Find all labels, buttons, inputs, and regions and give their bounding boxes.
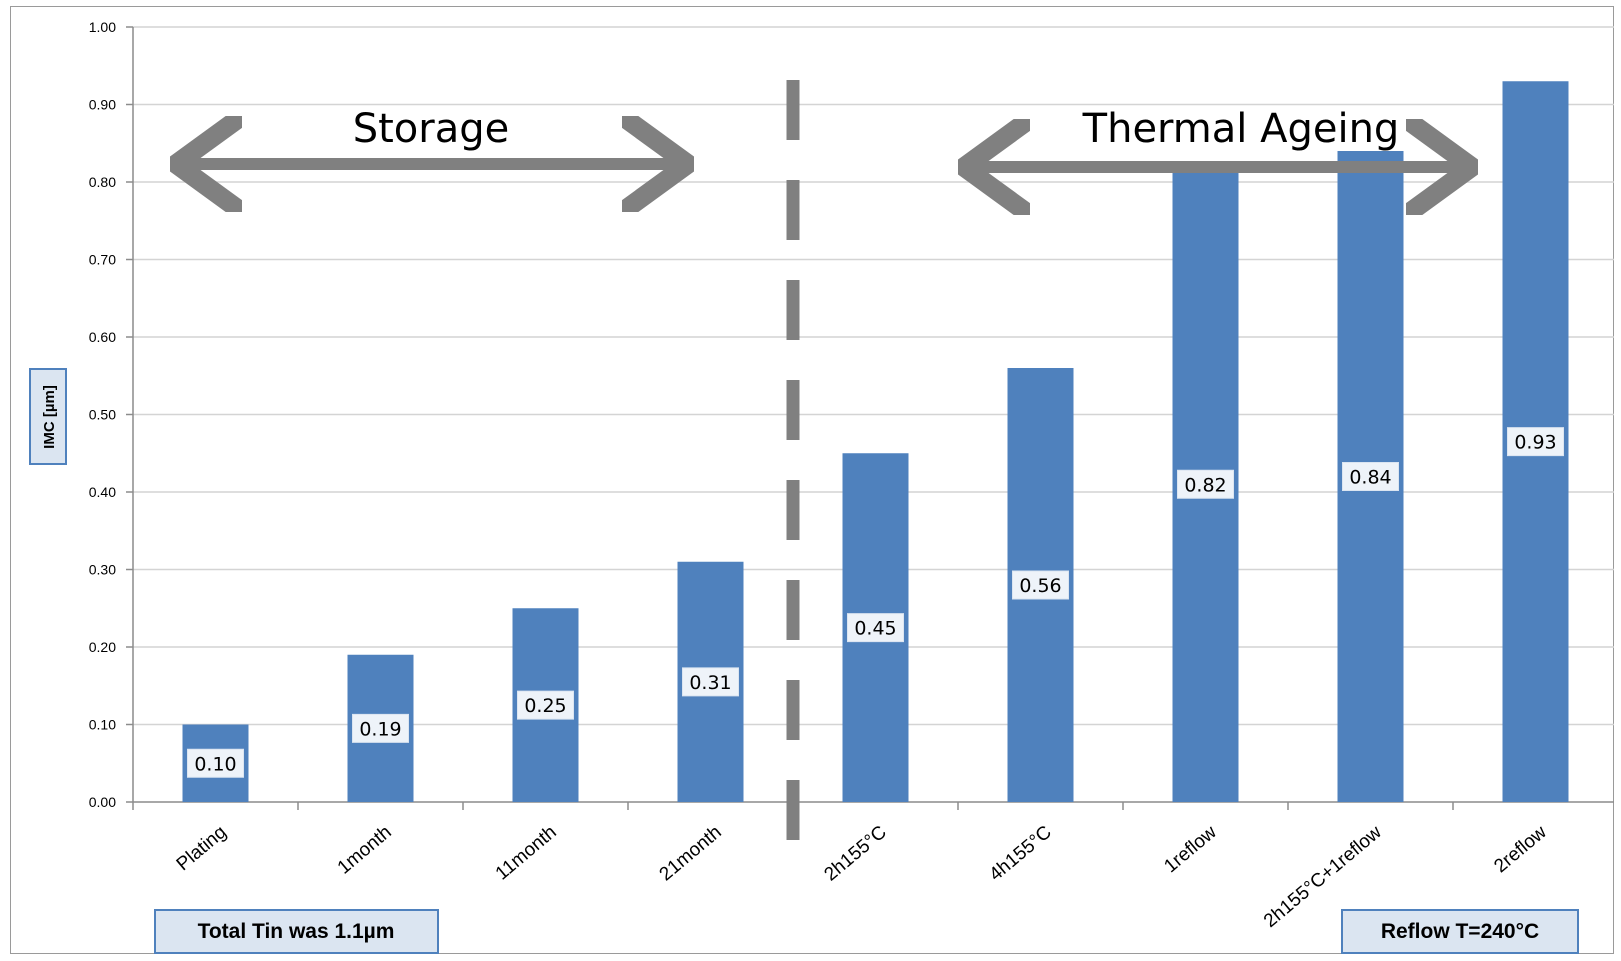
x-tick-label: Plating [173,822,231,875]
x-tick-label: 2h155°C [820,822,890,886]
data-label: 0.31 [689,672,731,694]
data-label-box [1012,570,1069,600]
x-tick-label: 11month [492,822,561,885]
y-tick-label: 0.70 [89,252,116,268]
data-label-box [517,690,574,720]
x-tick-label: 21month [656,822,726,886]
data-label: 0.84 [1349,467,1391,489]
data-label: 0.56 [1019,575,1061,597]
note-reflow-temp-text: Reflow T=240°C [1381,920,1539,943]
x-tick-label: 4h155°C [985,822,1055,886]
y-tick-label: 0.30 [89,562,116,578]
y-tick-label: 0.20 [89,639,116,655]
y-tick-label: 0.90 [89,97,116,113]
data-label-box [682,667,739,697]
x-tick-label: 1reflow [1160,822,1221,878]
data-label: 0.19 [359,718,401,740]
note-total-tin-text: Total Tin was 1.1µm [198,920,395,943]
y-tick-label: 0.00 [89,794,116,810]
x-tick-label: 1month [334,822,396,879]
x-tick-label: 2reflow [1490,822,1551,878]
data-label-box [1507,427,1564,457]
y-tick-label: 1.00 [89,19,116,35]
thermal-ageing-label: Thermal Ageing [1082,106,1400,152]
data-label: 0.45 [854,618,896,640]
y-tick-label: 0.50 [89,407,116,423]
y-tick-label: 0.10 [89,717,116,733]
storage-label: Storage [353,106,510,152]
data-label-box [847,613,904,643]
data-label-box [1177,469,1234,499]
y-tick-label: 0.80 [89,174,116,190]
data-label: 0.25 [524,695,566,717]
data-label-box [1342,462,1399,491]
data-label-box [352,713,409,743]
y-tick-label: 0.40 [89,484,116,500]
data-label: 0.82 [1184,474,1226,496]
data-label: 0.93 [1514,432,1556,454]
y-axis-title: IMC [µm] [29,368,67,465]
data-label-box [187,748,244,778]
data-label: 0.10 [194,753,236,775]
bars [182,81,1569,802]
y-axis-title-text: IMC [µm] [41,385,58,449]
y-tick-label: 0.60 [89,329,116,345]
note-reflow-temp: Reflow T=240°C [1341,909,1579,954]
data-labels: 0.10 0.19 0.25 0.31 0.45 0.56 0.82 0.84 0.93 [187,427,1564,778]
note-total-tin: Total Tin was 1.1µm [154,909,439,954]
